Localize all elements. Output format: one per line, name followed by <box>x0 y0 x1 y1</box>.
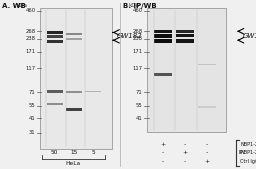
Text: 5: 5 <box>91 150 95 155</box>
Text: -: - <box>206 142 208 147</box>
Bar <box>198 64 216 65</box>
Bar <box>154 34 172 38</box>
Text: 55: 55 <box>29 103 36 108</box>
Text: +: + <box>182 150 187 155</box>
Text: 460: 460 <box>133 8 143 14</box>
Text: IP: IP <box>238 150 243 155</box>
Text: 15: 15 <box>70 150 78 155</box>
Text: 171: 171 <box>133 49 143 54</box>
Text: 171: 171 <box>25 49 36 54</box>
Text: NBP1-28751: NBP1-28751 <box>240 142 256 147</box>
Bar <box>154 30 172 33</box>
Text: +: + <box>205 159 210 164</box>
Bar <box>66 108 82 111</box>
Bar <box>47 31 62 34</box>
Text: 117: 117 <box>25 66 36 71</box>
Text: 41: 41 <box>29 116 36 121</box>
Bar <box>66 32 82 35</box>
Bar <box>147 8 226 132</box>
Bar <box>86 91 101 92</box>
Text: B. IP/WB: B. IP/WB <box>123 3 157 9</box>
Text: 55: 55 <box>136 103 143 108</box>
Text: 71: 71 <box>136 90 143 95</box>
Text: 71: 71 <box>29 90 36 95</box>
Text: GW182: GW182 <box>117 33 142 39</box>
Text: 268: 268 <box>25 29 36 34</box>
Text: -: - <box>162 150 164 155</box>
Bar <box>154 39 172 43</box>
Bar <box>176 39 194 43</box>
Bar <box>154 73 172 76</box>
Bar <box>66 38 82 40</box>
Bar <box>176 34 194 37</box>
Bar <box>47 103 62 105</box>
Bar <box>66 91 82 93</box>
Text: NBP1-28702: NBP1-28702 <box>240 150 256 155</box>
Text: A. WB: A. WB <box>2 3 26 9</box>
Text: 238: 238 <box>26 36 36 41</box>
Text: 238: 238 <box>133 36 143 41</box>
Text: GW182: GW182 <box>242 33 256 39</box>
Text: 117: 117 <box>133 66 143 71</box>
Text: 268: 268 <box>133 29 143 34</box>
Text: -: - <box>162 159 164 164</box>
Bar <box>198 106 216 108</box>
Text: -: - <box>184 142 186 147</box>
Text: kDa: kDa <box>129 3 139 8</box>
Bar <box>47 40 62 43</box>
Bar <box>47 35 62 38</box>
Text: -: - <box>206 150 208 155</box>
Text: HeLa: HeLa <box>66 161 81 166</box>
Bar <box>176 30 194 33</box>
Bar <box>40 8 112 149</box>
Text: 41: 41 <box>136 116 143 121</box>
Bar <box>47 90 62 93</box>
Text: +: + <box>161 142 166 147</box>
Text: Ctrl IgG: Ctrl IgG <box>240 159 256 164</box>
Text: 50: 50 <box>51 150 58 155</box>
Text: 460: 460 <box>25 8 36 14</box>
Text: kDa: kDa <box>16 3 27 8</box>
Text: -: - <box>184 159 186 164</box>
Text: 31: 31 <box>29 130 36 135</box>
